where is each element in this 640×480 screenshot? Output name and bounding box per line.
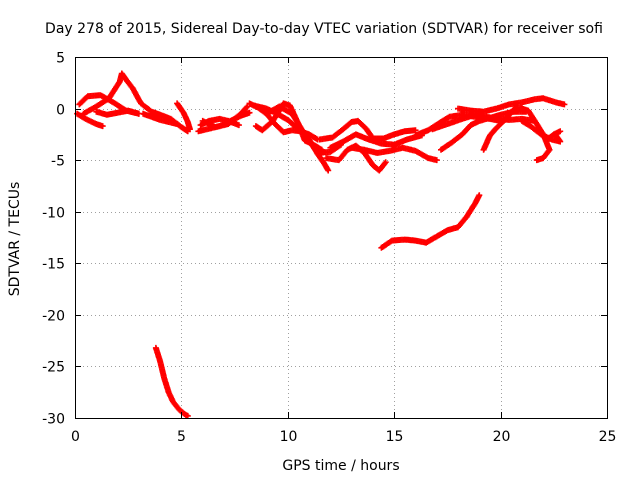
y-tick-label: 5 bbox=[56, 51, 65, 67]
y-tick-label: -20 bbox=[42, 309, 65, 325]
series-arc-25 bbox=[544, 128, 564, 143]
x-axis-label: GPS time / hours bbox=[282, 458, 399, 474]
x-tick-label: 15 bbox=[386, 429, 404, 445]
data-point-marker bbox=[184, 412, 191, 419]
data-point-marker bbox=[186, 126, 193, 133]
data-point-marker bbox=[412, 127, 419, 134]
data-point-marker bbox=[325, 167, 332, 174]
data-point-marker bbox=[533, 157, 540, 164]
data-point-marker bbox=[174, 121, 181, 127]
y-axis-label: SDTVAR / TECUs bbox=[7, 182, 23, 297]
data-point-marker bbox=[99, 123, 106, 130]
data-point-marker bbox=[243, 104, 250, 111]
y-tick-label: -5 bbox=[51, 154, 65, 170]
data-point-marker bbox=[561, 101, 568, 108]
data-point-marker bbox=[476, 192, 483, 199]
x-tick-label: 25 bbox=[599, 429, 617, 445]
series-arc-17 bbox=[348, 144, 440, 164]
y-tick-label: 0 bbox=[56, 103, 65, 119]
x-tick-label: 10 bbox=[280, 429, 298, 445]
series-arc-6 bbox=[174, 100, 193, 133]
series-arc-5 bbox=[140, 110, 181, 127]
y-tick-label: -10 bbox=[42, 206, 65, 222]
data-point-marker bbox=[246, 109, 253, 116]
series-arc-9 bbox=[199, 103, 251, 131]
y-tick-label: -25 bbox=[42, 360, 65, 376]
data-markers bbox=[74, 70, 568, 419]
plot-frame bbox=[75, 57, 608, 419]
y-tick-label: -15 bbox=[42, 257, 65, 273]
series-arc-1 bbox=[74, 110, 106, 130]
series-arc-14 bbox=[316, 117, 419, 143]
series-arc-21 bbox=[455, 95, 568, 115]
series-arc-27 bbox=[152, 344, 191, 419]
x-tick-label: 0 bbox=[71, 429, 80, 445]
series-arc-3 bbox=[80, 70, 191, 135]
series-arc-16 bbox=[327, 131, 425, 151]
series-arc-13 bbox=[263, 103, 344, 156]
chart-title: Day 278 of 2015, Sidereal Day-to-day VTE… bbox=[45, 21, 603, 37]
x-tick-label: 20 bbox=[493, 429, 511, 445]
y-tick-label: -30 bbox=[42, 412, 65, 428]
axis-ticks: 0 5 10 15 20 25 5 0 -5 -10 -15 -20 -25 -30 bbox=[42, 51, 616, 446]
data-point-marker bbox=[235, 122, 242, 129]
x-tick-label: 5 bbox=[177, 429, 186, 445]
data-point-marker bbox=[557, 128, 564, 135]
data-point-marker bbox=[244, 103, 251, 110]
series-arc-26 bbox=[378, 192, 483, 251]
data-point-marker bbox=[382, 159, 389, 166]
series-arc-4 bbox=[93, 107, 142, 118]
data-point-marker bbox=[433, 157, 440, 164]
